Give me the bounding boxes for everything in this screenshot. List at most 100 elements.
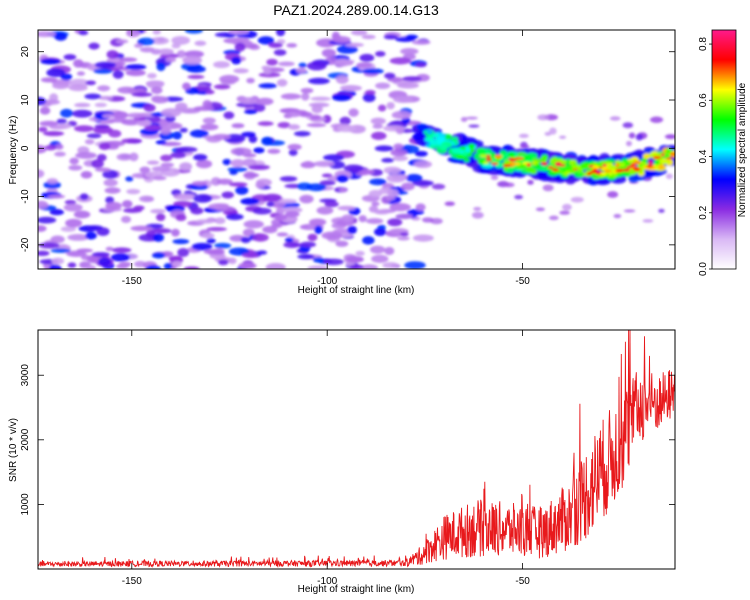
spectrogram-noise-blob bbox=[174, 147, 189, 153]
spectrogram-signal-core bbox=[451, 147, 463, 154]
spectrogram-noise-blob bbox=[288, 124, 300, 130]
spectrogram-noise-blob bbox=[381, 157, 395, 163]
spectrogram-noise-blob bbox=[147, 72, 157, 79]
spectrogram-noise-blob bbox=[133, 205, 145, 211]
spectrogram-noise-blob bbox=[613, 214, 622, 219]
spectrogram-noise-blob bbox=[48, 264, 62, 269]
spectrogram-noise-blob bbox=[187, 74, 205, 80]
spectrogram-signal-peak bbox=[669, 151, 675, 156]
spectrogram-noise-blob bbox=[190, 207, 204, 215]
spectrogram-noise-blob bbox=[233, 68, 249, 74]
spectrogram-noise-blob bbox=[402, 76, 422, 82]
spectrogram-noise-blob bbox=[241, 131, 256, 138]
spectrogram-noise-blob bbox=[347, 225, 357, 235]
spectrogram-noise-blob bbox=[286, 111, 301, 118]
spectrogram-noise-blob bbox=[280, 93, 302, 100]
spectrogram-noise-blob bbox=[343, 164, 364, 173]
spectrogram-noise-blob bbox=[339, 187, 348, 193]
spectrogram-noise-blob bbox=[225, 213, 244, 221]
spectrogram-noise-blob bbox=[548, 215, 559, 221]
spectrogram-noise-blob bbox=[44, 144, 57, 151]
colorbar: 0.0 0.2 0.4 0.6 0.8 Normalized spectral ampl… bbox=[698, 29, 748, 276]
spectrogram-noise-blob bbox=[345, 42, 364, 48]
spectrogram-noise-blob bbox=[213, 61, 230, 69]
spectrogram-noise-blob bbox=[218, 259, 229, 266]
spectrogram-noise-blob bbox=[38, 250, 50, 256]
spectrogram-x-label: Height of straight line (km) bbox=[298, 285, 415, 296]
spectrogram-signal-peak bbox=[603, 169, 613, 173]
spectrogram-noise-blob bbox=[242, 158, 257, 167]
spectrogram-noise-blob bbox=[150, 37, 170, 45]
spectrogram-noise-blob bbox=[231, 56, 242, 65]
spectrogram-noise-blob bbox=[246, 77, 255, 84]
spectrogram-noise-blob bbox=[490, 175, 499, 181]
spectrogram-noise-blob bbox=[151, 86, 163, 94]
spectrogram-noise-blob bbox=[152, 233, 165, 242]
spectrogram-noise-blob bbox=[393, 143, 404, 150]
spectrogram-noise-blob bbox=[263, 69, 272, 75]
spectrogram-noise-blob bbox=[193, 106, 215, 112]
spectrogram-noise-blob bbox=[216, 178, 233, 185]
snr-panel: -150 -100 -50 1000 2000 3000 Height of strai… bbox=[8, 329, 676, 595]
y-tick-label: 20 bbox=[20, 46, 31, 58]
spectrogram-noise-blob bbox=[84, 139, 95, 145]
spectrogram-noise-blob bbox=[38, 200, 49, 210]
spectrogram-noise-blob bbox=[172, 238, 190, 245]
spectrogram-noise-blob bbox=[200, 123, 219, 131]
spectrogram-noise-blob bbox=[295, 67, 307, 74]
spectrogram-noise-blob bbox=[261, 136, 273, 146]
spectrogram-noise-blob bbox=[371, 131, 387, 140]
spectrogram-noise-blob bbox=[170, 123, 183, 129]
spectrogram-noise-blob bbox=[150, 208, 166, 214]
spectrogram-noise-blob bbox=[404, 261, 426, 269]
spectrogram-noise-blob bbox=[191, 242, 213, 251]
spectrogram-noise-blob bbox=[121, 200, 133, 208]
snr-y-label: SNR (10 * v/v) bbox=[8, 418, 19, 482]
spectrogram-noise-blob bbox=[370, 117, 386, 125]
spectrogram-noise-blob bbox=[165, 57, 177, 63]
spectrogram-noise-blob bbox=[52, 82, 70, 90]
spectrogram-noise-blob bbox=[186, 65, 206, 73]
spectrogram-noise-blob bbox=[337, 205, 356, 211]
spectrogram-noise-blob bbox=[258, 83, 278, 89]
spectrogram-noise-blob bbox=[219, 74, 240, 84]
colorbar-ticks: 0.0 0.2 0.4 0.6 0.8 bbox=[698, 37, 712, 276]
spectrogram-signal-peak bbox=[565, 170, 571, 174]
spectrogram-noise-blob bbox=[94, 124, 110, 129]
spectrogram-noise-blob bbox=[126, 188, 141, 195]
spectrogram-noise-blob bbox=[60, 108, 73, 118]
spectrogram-signal-core bbox=[463, 157, 470, 163]
spectrogram-noise-blob bbox=[86, 225, 103, 231]
spectrogram-noise-blob bbox=[542, 184, 554, 192]
spectrogram-noise-blob bbox=[63, 54, 77, 61]
spectrogram-noise-blob bbox=[321, 231, 343, 240]
spectrogram-signal-peak bbox=[652, 155, 662, 159]
spectrogram-noise-blob bbox=[47, 194, 66, 199]
spectrogram-noise-blob bbox=[182, 55, 203, 65]
spectrogram-noise-blob bbox=[43, 181, 62, 189]
spectrogram-noise-blob bbox=[80, 171, 93, 179]
spectrogram-noise-blob bbox=[287, 143, 302, 151]
spectrogram-noise-blob bbox=[102, 113, 115, 119]
spectrogram-noise-blob bbox=[49, 209, 65, 216]
spectrogram-noise-blob bbox=[239, 97, 259, 105]
spectrogram-noise-blob bbox=[377, 104, 387, 112]
spectrogram-noise-blob bbox=[535, 207, 545, 212]
spectrogram-noise-blob bbox=[341, 214, 355, 223]
spectrogram-noise-blob bbox=[369, 245, 386, 254]
spectrogram-signal-core bbox=[507, 152, 515, 158]
spectrogram-noise-blob bbox=[94, 167, 111, 172]
colorbar-tick-label: 0.6 bbox=[698, 93, 709, 107]
spectrogram-noise-blob bbox=[255, 181, 266, 189]
spectrogram-noise-blob bbox=[336, 174, 349, 183]
x-tick-label: -150 bbox=[122, 576, 142, 587]
spectrogram-noise-blob bbox=[275, 30, 286, 37]
spectrogram-noise-blob bbox=[309, 115, 321, 120]
spectrogram-signal-halo bbox=[595, 178, 611, 186]
spectrogram-noise-blob bbox=[266, 201, 275, 207]
spectrogram-noise-blob bbox=[208, 203, 230, 210]
snr-series-line bbox=[38, 330, 675, 568]
spectrogram-noise-blob bbox=[98, 95, 114, 101]
spectrogram-noise-blob bbox=[50, 248, 71, 253]
colorbar-tick-label: 0.2 bbox=[698, 205, 709, 219]
